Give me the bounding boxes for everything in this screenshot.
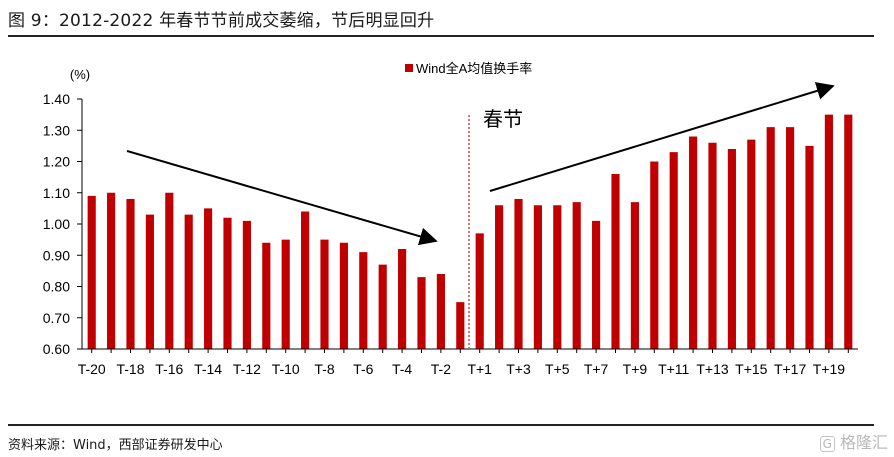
bar-T-19	[107, 192, 116, 349]
y-tick-label: 0.80	[43, 279, 70, 295]
bar-T+14	[727, 149, 736, 349]
bar-T+17	[786, 127, 795, 349]
bar-T-12	[242, 220, 251, 349]
bar-T+19	[824, 114, 833, 349]
bottom-rule	[8, 424, 874, 426]
rise-trend-arrow	[489, 82, 835, 192]
decline-trend-arrow	[126, 150, 438, 246]
y-tick-label: 0.90	[43, 247, 70, 263]
bar-T-17	[145, 214, 154, 349]
x-tick-label: T-14	[194, 361, 222, 377]
y-tick-label: 1.30	[43, 122, 70, 138]
bar-T+9	[630, 202, 639, 349]
x-tick-label: T+7	[584, 361, 609, 377]
legend-swatch	[405, 64, 413, 72]
watermark-logo: G 格隆汇	[819, 429, 888, 453]
bar-T+2	[495, 205, 504, 349]
legend: Wind全A均值换手率	[405, 61, 532, 76]
bar-T-1	[456, 302, 465, 349]
bar-T-5	[378, 264, 387, 349]
bar-T+8	[611, 174, 620, 349]
x-tick-label: T+17	[774, 361, 807, 377]
bar-T+10	[650, 161, 659, 349]
figure-source: 资料来源：Wind，西部证券研发中心	[8, 438, 223, 453]
bar-T-2	[436, 274, 445, 349]
x-tick-label: T-10	[272, 361, 300, 377]
x-tick-label: T-20	[78, 361, 106, 377]
y-tick-label: 1.10	[43, 185, 70, 201]
holiday-annotation: 春节	[483, 108, 523, 131]
bars-group	[87, 114, 853, 349]
bar-T-7	[339, 242, 348, 349]
watermark-text: 格隆汇	[839, 433, 888, 452]
x-axis: T-20 T-18 T-16 T-14 T-12 T-10 T-8 T-6 T-4 T-2 T+1 T…	[78, 348, 858, 377]
bar-T+16	[766, 127, 775, 349]
bar-T+3	[514, 199, 523, 349]
x-tick-label: T-2	[431, 361, 451, 377]
x-tick-label: T+15	[735, 361, 768, 377]
y-tick-label: 1.00	[43, 216, 70, 232]
bar-T+5	[553, 205, 562, 349]
x-tick-label: T-8	[314, 361, 334, 377]
bar-T-8	[320, 239, 329, 349]
y-axis: 0.60 0.70 0.80 0.90 1.00 1.10 1.20 1.30 1.40	[43, 91, 83, 357]
bar-T-13	[223, 217, 232, 349]
bar-T+20	[844, 114, 853, 349]
x-tick-label: T+1	[467, 361, 492, 377]
x-tick-label: T+5	[545, 361, 570, 377]
bar-T-9	[301, 211, 310, 349]
legend-label: Wind全A均值换手率	[416, 61, 532, 76]
x-tick-label: T-12	[233, 361, 261, 377]
turnover-bar-chart: (%) Wind全A均值换手率 0.60 0.70 0.80 0.90 1.00 1.10…	[43, 61, 858, 377]
bar-T-14	[204, 208, 213, 349]
bar-T-11	[262, 242, 271, 349]
bar-T+7	[592, 220, 601, 349]
top-rule	[8, 35, 874, 37]
y-tick-label: 1.40	[43, 91, 70, 107]
bar-T-15	[184, 214, 193, 349]
x-tick-label: T-16	[155, 361, 183, 377]
bar-T-3	[417, 277, 426, 349]
bar-T-16	[165, 192, 174, 349]
x-tick-label: T-18	[116, 361, 144, 377]
bar-T+15	[747, 139, 756, 349]
x-tick-label: T-4	[392, 361, 412, 377]
bar-T+4	[533, 205, 542, 349]
bar-T+18	[805, 145, 814, 349]
y-tick-label: 0.60	[43, 341, 70, 357]
y-tick-label: 1.20	[43, 154, 70, 170]
y-axis-unit-label: (%)	[70, 67, 90, 82]
watermark-icon: G	[819, 436, 835, 452]
x-tick-label: T+13	[696, 361, 729, 377]
bar-T+11	[669, 152, 678, 349]
bar-T-4	[398, 249, 407, 349]
y-tick-label: 0.70	[43, 310, 70, 326]
bar-T-6	[359, 252, 368, 349]
x-tick-label: T+19	[813, 361, 846, 377]
bar-T-18	[126, 199, 135, 349]
bar-T+13	[708, 142, 717, 349]
x-tick-label: T+11	[658, 361, 689, 377]
bar-T-10	[281, 239, 290, 349]
bar-T+1	[475, 233, 484, 349]
x-tick-label: T+9	[623, 361, 648, 377]
x-tick-label: T+3	[506, 361, 531, 377]
x-tick-label: T-6	[353, 361, 373, 377]
bar-T+12	[689, 136, 698, 349]
bar-T+6	[572, 202, 581, 349]
bar-T-20	[87, 195, 96, 349]
figure-title: 图 9：2012-2022 年春节节前成交萎缩，节后明显回升	[8, 11, 435, 31]
